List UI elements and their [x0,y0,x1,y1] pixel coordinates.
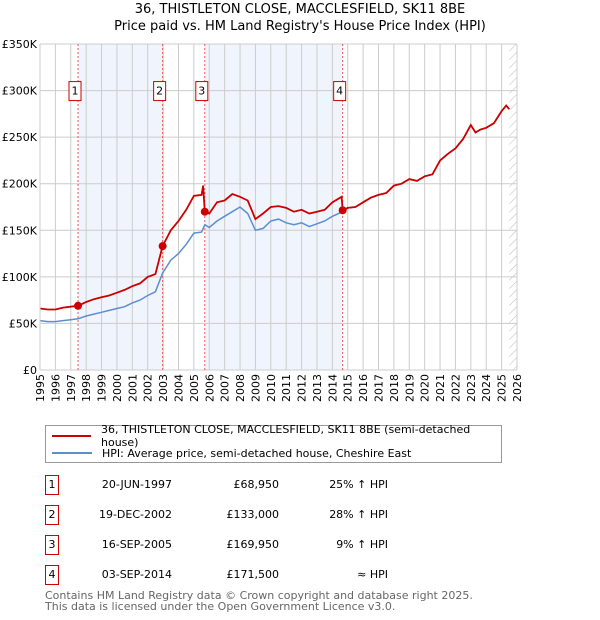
x-tick-label: 2000 [111,374,124,402]
x-tick-label: 2010 [265,374,278,402]
legend-item-property: 36, THISTLETON CLOSE, MACCLESFIELD, SK11… [52,423,501,449]
x-tick-label: 2025 [496,374,509,402]
sale-date: 20-JUN-1997 [101,478,172,491]
sale-number-badge: 4 [45,565,59,585]
x-tick-label: 2012 [296,374,309,402]
sale-price: £133,000 [226,508,280,521]
legend-swatch-red [52,435,91,437]
forecast-hatch [509,44,517,370]
footer-licence: This data is licensed under the Open Gov… [45,600,396,613]
footer-copyright: Contains HM Land Registry data © Crown c… [45,589,473,602]
x-tick-label: 1995 [34,374,47,402]
hpi-comparison: 28% ↑ HPI [329,508,388,521]
sale-label-number: 4 [336,85,343,98]
sale-price: £171,500 [226,568,280,581]
x-tick-label: 2003 [157,374,170,402]
x-tick-label: 2016 [357,374,370,402]
footer: Contains HM Land Registry data © Crown c… [45,590,473,612]
table-row: 2 19-DEC-2002 £133,000 28% ↑ HPI [45,505,445,525]
sale-number-badge: 3 [45,535,59,555]
y-tick-label: £300K [2,85,38,98]
sale-number-badge: 1 [45,475,59,495]
x-tick-label: 2007 [219,374,232,402]
x-tick-label: 1998 [80,374,93,402]
sale-label-frame [195,81,209,102]
y-tick-label: £350K [2,38,38,51]
x-tick-label: 2017 [373,374,386,402]
price-chart: 1995 1996 1997 1998 1999 2000 2001 2002 2003 2004… [2,38,524,402]
chart-title: 36, THISTLETON CLOSE, MACCLESFIELD, SK11… [134,2,466,17]
x-tick-label: 2006 [203,374,216,402]
table-row: 1 20-JUN-1997 £68,950 25% ↑ HPI [45,475,445,495]
sale-label-frame [153,81,167,102]
chart-subtitle: Price paid vs. HM Land Registry's House … [114,19,486,34]
x-tick-label: 2018 [388,374,401,402]
sale-label-frame [333,81,347,102]
x-tick-label: 2023 [465,374,478,402]
y-tick-label: £250K [2,131,38,144]
legend-swatch-blue [52,452,92,454]
sale-point [74,301,83,310]
hpi-comparison: ≈ HPI [357,568,388,581]
table-row: 3 16-SEP-2005 £169,950 9% ↑ HPI [45,535,445,555]
legend: 36, THISTLETON CLOSE, MACCLESFIELD, SK11… [45,423,502,463]
legend-label: 36, THISTLETON CLOSE, MACCLESFIELD, SK11… [101,423,471,449]
price-paid-line [39,104,510,311]
sale-label-box: 1 [68,81,82,102]
x-tick-label: 2022 [449,374,462,402]
hpi-comparison: 25% ↑ HPI [329,478,388,491]
legend-item-hpi: HPI: Average price, semi-detached house,… [52,445,411,461]
x-tick-label: 2014 [326,374,339,402]
x-tick-label: 1997 [65,374,78,402]
sale-label-number: 2 [156,85,163,98]
sale-number-badge: 2 [45,505,59,525]
x-tick-label: 2020 [419,374,432,402]
sale-date: 03-SEP-2014 [101,568,172,581]
sale-label-box: 3 [195,81,209,102]
sale-date: 16-SEP-2005 [101,538,172,551]
hpi-comparison: 9% ↑ HPI [336,538,388,551]
sale-point [200,207,209,216]
x-tick-label: 2015 [342,374,355,402]
sale-label-box: 4 [333,81,347,102]
sale-point [158,242,167,251]
sale-price: £68,950 [233,478,280,491]
y-tick-label: £200K [2,178,38,191]
x-tick-label: 2005 [188,374,201,402]
x-tick-label: 1996 [49,374,62,402]
x-tick-label: 2021 [434,374,447,402]
sale-label-box: 2 [153,81,167,102]
y-tick-label: £100K [2,271,38,284]
legend-label: HPI: Average price, semi-detached house,… [102,446,412,460]
sale-price: £169,950 [226,538,280,551]
sale-label-frame [68,81,82,102]
x-tick-label: 2013 [311,374,324,402]
x-tick-label: 2019 [403,374,416,402]
y-tick-label: £150K [2,224,38,237]
x-tick-label: 2004 [172,374,185,402]
sale-label-number: 3 [198,85,205,98]
shaded-period [78,44,163,370]
x-tick-label: 1999 [96,374,109,402]
x-tick-label: 2002 [142,374,155,402]
sale-label-number: 1 [72,85,79,98]
sale-date: 19-DEC-2002 [98,508,172,521]
x-tick-label: 2001 [126,374,139,402]
x-tick-label: 2024 [480,374,493,402]
y-tick-label: £50K [9,317,38,330]
x-tick-label: 2008 [234,374,247,402]
x-tick-label: 2011 [280,374,293,402]
x-tick-label: 2009 [249,374,262,402]
sale-point [338,206,347,215]
y-tick-label: £0 [23,364,37,377]
table-row: 4 03-SEP-2014 £171,500 ≈ HPI [45,565,445,585]
x-tick-label: 2026 [511,374,524,402]
